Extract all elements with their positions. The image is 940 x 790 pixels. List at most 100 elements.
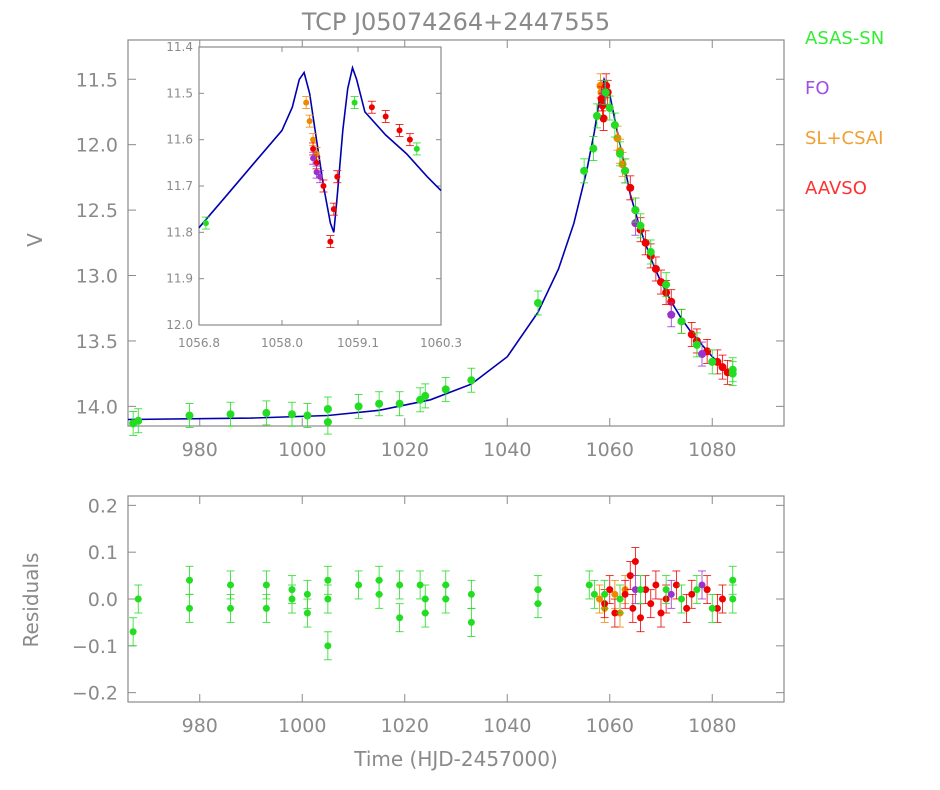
res-xtick-label: 1080	[688, 715, 736, 737]
inset-ytick-label: 11.4	[166, 40, 193, 54]
main-point-asassn	[303, 403, 312, 428]
main-tick-labels: 980 1000 1020 1040 1060 1080 11.5 12.0 12.5 13.0 1…	[76, 69, 737, 461]
main-point-asassn	[589, 136, 598, 162]
main-ytick-label: 13.5	[76, 331, 118, 353]
main-point-asassn	[395, 391, 404, 417]
main-y-axis-label: V	[23, 233, 47, 247]
inset-tick-labels: 1056.8 1058.0 1059.1 1060.3 11.4 11.5 11.6 11.7…	[166, 40, 462, 350]
res-point-asassn	[421, 598, 430, 628]
res-point-aavso	[718, 584, 727, 614]
inset-xtick-label: 1056.8	[178, 336, 220, 350]
res-point-asassn	[636, 575, 645, 605]
res-point-asassn	[354, 570, 363, 600]
main-light-curve-panel: 980 1000 1020 1040 1060 1080 11.5 12.0 12.5 13.0 1…	[23, 39, 785, 461]
main-xtick-label: 1000	[278, 439, 326, 461]
res-point-asassn	[303, 598, 312, 628]
main-point-asassn	[708, 349, 717, 375]
res-xtick-label: 1020	[381, 715, 429, 737]
main-point-asassn	[534, 290, 542, 316]
residuals-frame	[127, 495, 785, 703]
res-xtick-label: 980	[182, 715, 218, 737]
main-point-asassn	[375, 391, 384, 417]
main-point-fo	[667, 302, 676, 328]
main-point-asassn	[662, 272, 671, 298]
main-point-asassn	[616, 141, 624, 167]
inset-point-aavso	[367, 100, 376, 114]
main-point-asassn	[226, 401, 235, 427]
res-point-asassn	[590, 579, 599, 609]
residuals-y-axis-label: Residuals	[19, 553, 43, 648]
main-point-asassn	[621, 158, 630, 184]
res-xtick-label: 1040	[483, 715, 531, 737]
inset-xtick-label: 1060.3	[420, 336, 462, 350]
inset-point-fo	[309, 151, 318, 165]
main-point-asassn	[646, 239, 655, 265]
res-point-aavso	[631, 547, 640, 576]
res-point-asassn	[692, 575, 701, 605]
inset-xtick-label: 1058.0	[261, 336, 303, 350]
main-point-asassn	[592, 103, 601, 129]
res-ytick-label: 0.1	[88, 542, 118, 564]
main-ytick-label: 12.5	[76, 200, 118, 222]
res-point-asassn	[395, 603, 404, 633]
residuals-ticks	[128, 496, 784, 702]
res-ytick-label: −0.1	[72, 636, 118, 658]
inset-ytick-label: 11.5	[166, 86, 193, 100]
main-point-asassn	[262, 400, 271, 426]
res-ytick-label: 0.0	[88, 589, 118, 611]
main-point-asassn	[288, 401, 296, 427]
res-point-asassn	[375, 579, 384, 609]
res-point-aavso	[626, 561, 635, 590]
res-point-aavso	[605, 575, 614, 605]
main-model-line	[127, 76, 734, 421]
main-point-fo	[698, 341, 706, 367]
main-model-curve	[127, 76, 734, 421]
res-xtick-label: 1000	[278, 715, 326, 737]
main-ytick-label: 12.0	[76, 135, 118, 157]
main-point-asassn	[185, 403, 194, 428]
main-ytick-label: 11.5	[76, 69, 118, 91]
inset-point-aavso	[329, 202, 338, 216]
res-point-asassn	[467, 579, 476, 609]
res-point-asassn	[600, 579, 609, 609]
res-point-fo	[667, 579, 676, 609]
main-xtick-label: 1020	[381, 439, 429, 461]
legend: ASAS-SN FO SL+CSAI AAVSO	[805, 28, 884, 199]
res-point-aavso	[713, 593, 722, 623]
inset-point-aavso	[326, 235, 335, 249]
main-point-aavso	[626, 175, 635, 201]
inset-ytick-label: 11.6	[166, 133, 193, 147]
res-xtick-label: 1060	[586, 715, 634, 737]
inset-ytick-label: 12.0	[166, 318, 193, 332]
main-point-asassn	[677, 308, 686, 334]
inset-point-asassn	[412, 142, 421, 156]
res-point-slcsai	[595, 584, 604, 614]
res-point-aavso	[636, 603, 645, 633]
legend-aavso: AAVSO	[805, 178, 867, 199]
res-point-aavso	[651, 570, 660, 600]
res-point-asassn	[585, 570, 594, 600]
res-point-asassn	[441, 584, 450, 614]
zoom-inset-panel: 1056.8 1058.0 1059.1 1060.3 11.4 11.5 11.6 11.7…	[166, 40, 462, 350]
inset-data-points	[201, 96, 421, 249]
inset-model-curve	[198, 64, 442, 233]
x-axis-label: Time (HJD-2457000)	[353, 747, 558, 771]
legend-fo: FO	[805, 78, 830, 99]
legend-asassn: ASAS-SN	[805, 28, 884, 49]
res-point-asassn	[728, 584, 737, 614]
main-point-aavso	[718, 354, 727, 380]
res-point-aavso	[621, 579, 630, 609]
legend-slcsai: SL+CSAI	[805, 128, 884, 149]
inset-ytick-label: 11.9	[166, 272, 193, 286]
main-xtick-label: 1060	[586, 439, 634, 461]
main-ytick-label: 13.0	[76, 266, 118, 288]
main-frame	[127, 39, 785, 427]
inset-point-aavso	[333, 170, 342, 184]
inset-point-aavso	[381, 110, 390, 123]
inset-point-slcsai	[302, 96, 311, 109]
res-point-asassn	[677, 584, 686, 614]
res-ytick-label: 0.2	[88, 495, 118, 517]
main-point-asassn	[134, 408, 143, 434]
inset-ticks	[198, 46, 442, 326]
